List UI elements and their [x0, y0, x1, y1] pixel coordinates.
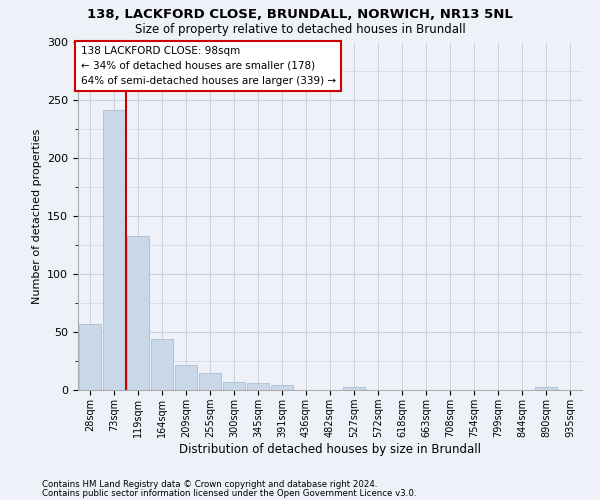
Text: 138, LACKFORD CLOSE, BRUNDALL, NORWICH, NR13 5NL: 138, LACKFORD CLOSE, BRUNDALL, NORWICH, … — [87, 8, 513, 20]
Text: 138 LACKFORD CLOSE: 98sqm
← 34% of detached houses are smaller (178)
64% of semi: 138 LACKFORD CLOSE: 98sqm ← 34% of detac… — [80, 46, 335, 86]
X-axis label: Distribution of detached houses by size in Brundall: Distribution of detached houses by size … — [179, 442, 481, 456]
Bar — [151, 339, 173, 390]
Bar — [223, 382, 245, 390]
Bar — [343, 386, 365, 390]
Text: Size of property relative to detached houses in Brundall: Size of property relative to detached ho… — [134, 22, 466, 36]
Bar — [175, 364, 197, 390]
Bar — [103, 110, 125, 390]
Bar — [127, 236, 149, 390]
Bar — [247, 383, 269, 390]
Bar — [271, 386, 293, 390]
Bar — [199, 372, 221, 390]
Y-axis label: Number of detached properties: Number of detached properties — [32, 128, 41, 304]
Text: Contains HM Land Registry data © Crown copyright and database right 2024.: Contains HM Land Registry data © Crown c… — [42, 480, 377, 489]
Bar — [535, 386, 557, 390]
Bar — [79, 324, 101, 390]
Text: Contains public sector information licensed under the Open Government Licence v3: Contains public sector information licen… — [42, 490, 416, 498]
